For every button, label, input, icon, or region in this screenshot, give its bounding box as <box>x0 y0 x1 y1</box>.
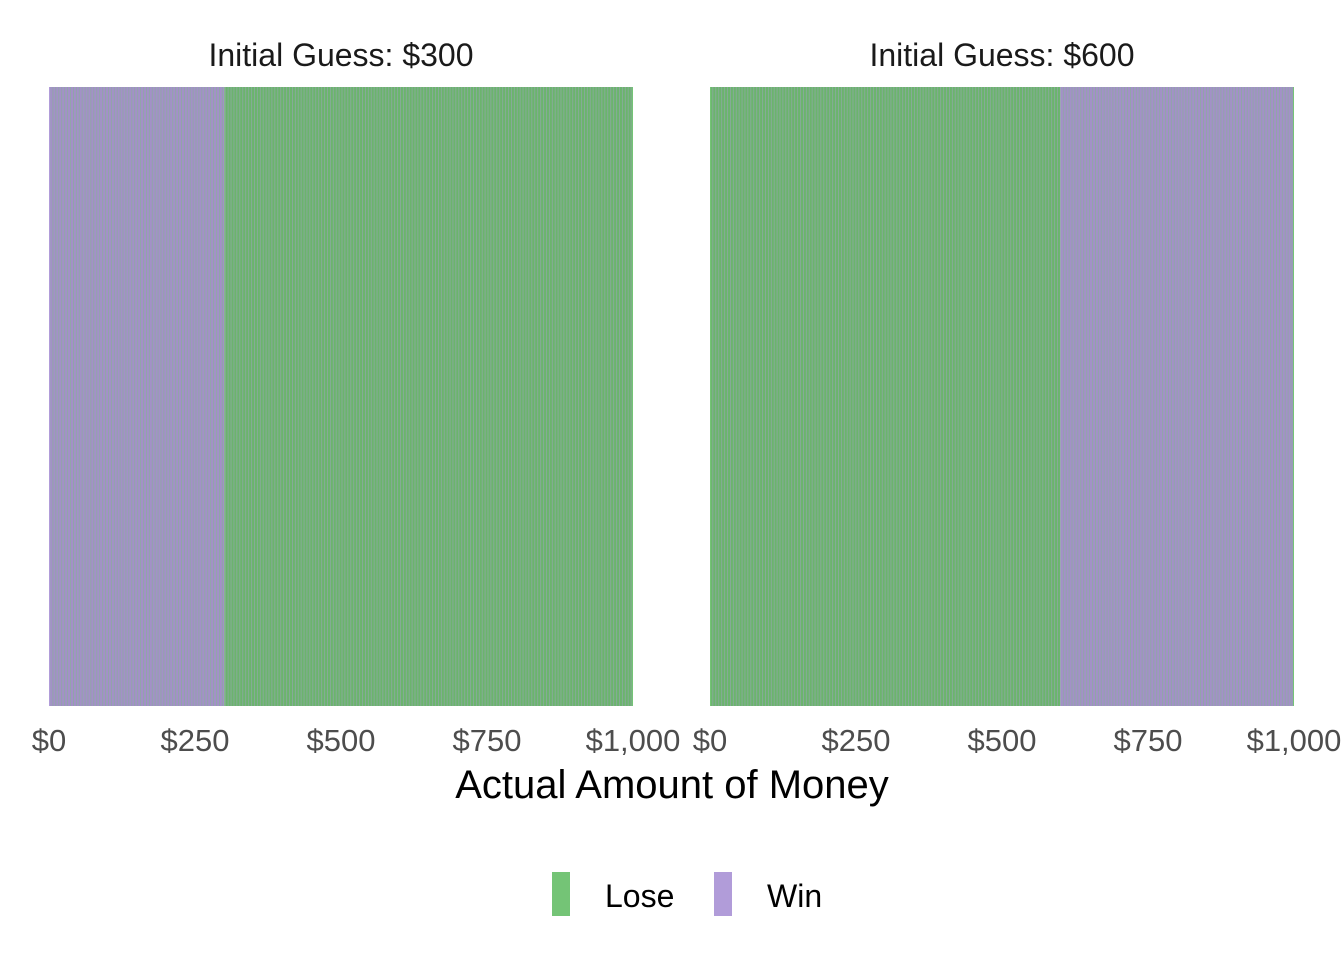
legend: Lose Win <box>552 872 822 916</box>
x-tick-label: $750 <box>453 723 522 758</box>
panel-right-edge <box>1292 87 1294 706</box>
facet-panel-2: Initial Guess: $600 $0 $250 $500 $750 $1,000 <box>693 37 1342 758</box>
x-tick-label: $1,000 <box>586 723 681 758</box>
x-tick-label: $1,000 <box>1247 723 1342 758</box>
bar-segment-lose <box>710 87 1061 706</box>
panel-left-edge <box>49 87 51 706</box>
legend-label-win: Win <box>767 878 822 914</box>
x-tick-label: $500 <box>307 723 376 758</box>
facet-title: Initial Guess: $600 <box>869 37 1134 73</box>
x-tick-label: $0 <box>32 723 66 758</box>
x-axis-title: Actual Amount of Money <box>455 763 889 807</box>
bar-segment-win <box>1060 87 1294 706</box>
panel-left-edge <box>710 87 712 706</box>
legend-key-lose <box>552 872 570 916</box>
legend-key-win <box>714 872 732 916</box>
bar-segment-lose <box>224 87 633 706</box>
bar-segment-win <box>49 87 225 706</box>
facets: Initial Guess: $300$0 $250 $500 $750 $1,000I… <box>32 37 1342 758</box>
x-tick-label: $500 <box>968 723 1037 758</box>
x-tick-label: $250 <box>822 723 891 758</box>
x-tick-label: $750 <box>1114 723 1183 758</box>
facet-title: Initial Guess: $300 <box>208 37 473 73</box>
legend-label-lose: Lose <box>605 878 674 914</box>
x-tick-label: $250 <box>161 723 230 758</box>
panel-right-edge <box>631 87 633 706</box>
x-tick-label: $0 <box>693 723 727 758</box>
facet-panel-1: Initial Guess: $300 $0 $250 $500 $750 $1,000 <box>32 37 681 758</box>
